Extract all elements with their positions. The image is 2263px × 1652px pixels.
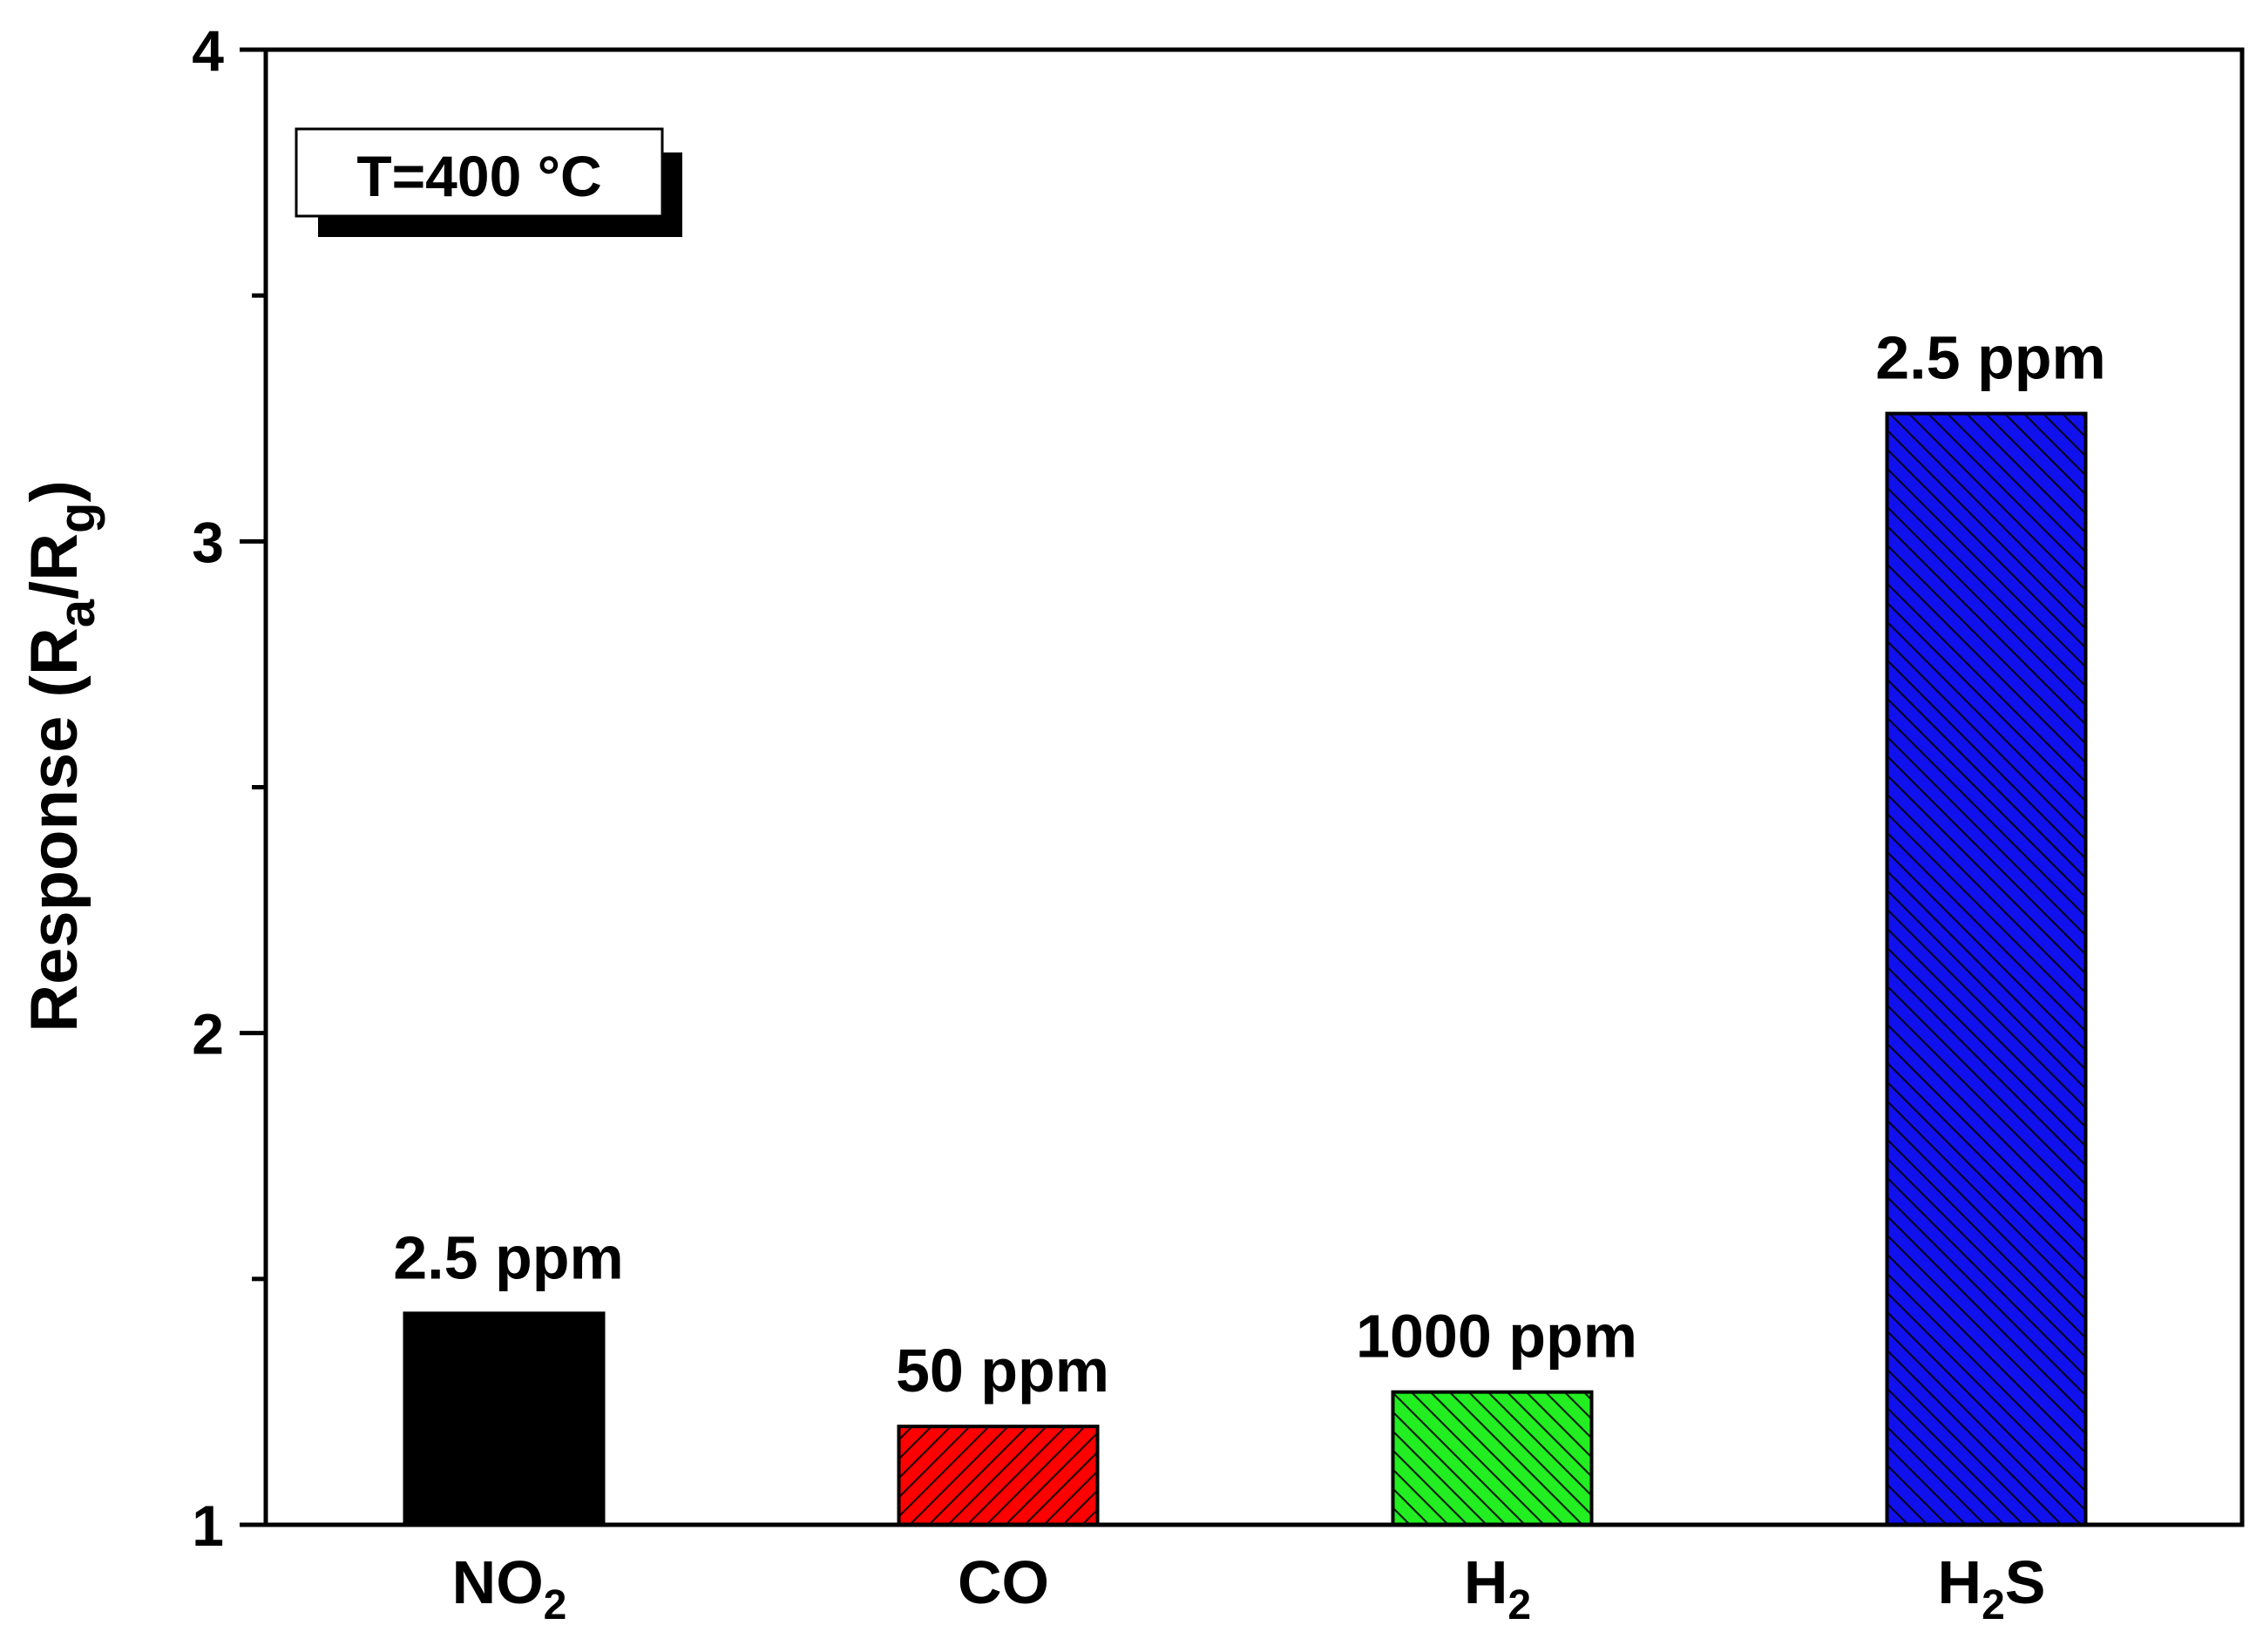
x-tick-label: H2S (1938, 1548, 2046, 1628)
bar-data-label: 2.5 ppm (1875, 324, 2106, 392)
y-axis-label-sub-g: g (49, 503, 105, 533)
plot-area: 1 2 3 4 2.5 ppm NO2 50 ppm CO 1000 ppm H2 2.5 ppm H… (192, 18, 2105, 1628)
y-axis-label-slash: /R (17, 533, 91, 599)
annotation-box-frame (295, 127, 664, 218)
annotation-text: T=400 °C (356, 144, 601, 208)
y-axis-label-close: ) (17, 480, 91, 502)
x-tick-label: CO (958, 1548, 1049, 1616)
y-tick-label: 1 (192, 1493, 224, 1558)
y-tick-label: 2 (192, 1002, 224, 1066)
y-tick-label: 4 (192, 18, 224, 83)
bar-data-label: 1000 ppm (1356, 1303, 1637, 1371)
bar (897, 1425, 1100, 1527)
y-axis-label-main: Response (R (17, 627, 91, 1032)
y-axis-label-sub-a: a (49, 599, 105, 627)
plot-frame (263, 47, 2245, 1527)
bar (1885, 411, 2088, 1527)
x-tick-label: NO2 (452, 1548, 567, 1628)
x-tick-label: H2 (1464, 1548, 1531, 1628)
svg-text:Response (Ra/Rg): Response (Ra/Rg) (17, 480, 105, 1032)
y-axis-label: Response (Ra/Rg) (17, 480, 105, 1032)
bar (403, 1311, 606, 1527)
y-tick-label: 3 (192, 510, 224, 574)
bar-data-label: 50 ppm (896, 1337, 1109, 1405)
bar (1391, 1390, 1594, 1527)
bar-data-label: 2.5 ppm (393, 1223, 624, 1291)
temperature-annotation: T=400 °C (295, 127, 682, 237)
